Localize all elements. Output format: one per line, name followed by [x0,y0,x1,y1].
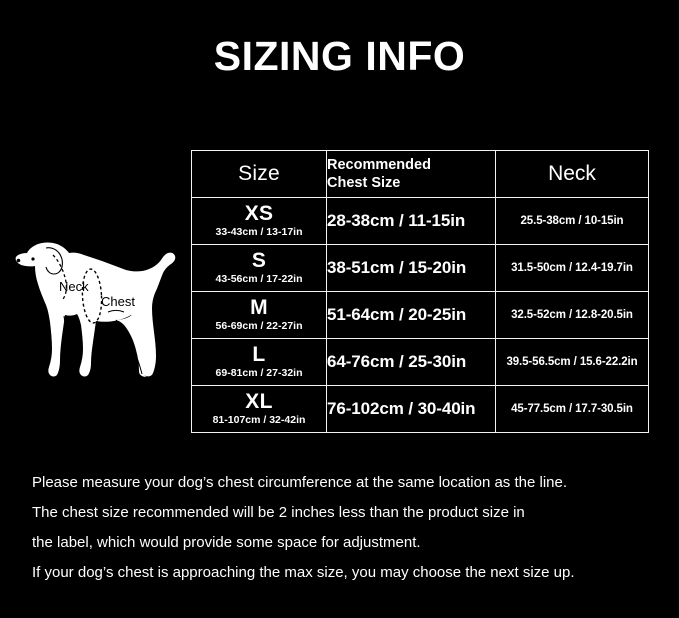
cell-size: XS 33-43cm / 13-17in [191,197,327,245]
table-row: XL 81-107cm / 32-42in 76-102cm / 30-40in… [191,385,649,433]
size-sub: 69-81cm / 27-32in [215,366,303,379]
cell-neck: 31.5-50cm / 12.4-19.7in [495,244,649,292]
table-row: M 56-69cm / 22-27in 51-64cm / 20-25in 32… [191,291,649,339]
sizing-table: Size Recommended Chest Size Neck XS 33-4… [191,150,649,433]
size-sub: 43-56cm / 17-22in [215,272,303,285]
size-label: XS [244,201,274,225]
note-line: Please measure your dog’s chest circumfe… [32,474,568,491]
table-row: XS 33-43cm / 13-17in 28-38cm / 11-15in 2… [191,197,649,245]
cell-chest: 51-64cm / 20-25in [326,291,496,339]
dog-illustration: Neck Chest [12,228,192,408]
column-header-chest: Recommended Chest Size [326,150,496,198]
footer-notes: Please measure your dog’s chest circumfe… [32,468,652,588]
dog-foreleg-line [63,315,68,374]
column-header-size: Size [191,150,327,198]
cell-neck: 39.5-56.5cm / 15.6-22.2in [495,338,649,386]
cell-neck: 25.5-38cm / 10-15in [495,197,649,245]
dog-haunch-line [107,310,125,313]
table-row: L 69-81cm / 27-32in 64-76cm / 25-30in 39… [191,338,649,386]
neck-label: Neck [59,279,89,294]
column-header-chest-line1: Recommended [327,156,431,173]
size-label: M [250,295,268,319]
neck-measure-line [52,254,68,300]
cell-size: XL 81-107cm / 32-42in [191,385,327,433]
table-header-row: Size Recommended Chest Size Neck [191,150,649,198]
size-label: S [251,248,267,272]
cell-neck: 32.5-52cm / 12.8-20.5in [495,291,649,339]
table-row: S 43-56cm / 17-22in 38-51cm / 15-20in 31… [191,244,649,292]
page-title: SIZING INFO [213,33,466,79]
dog-nose [16,258,21,263]
size-sub: 33-43cm / 13-17in [215,225,303,238]
dog-hindleg-line [115,319,143,375]
note-line: the label, which would provide some spac… [32,534,421,551]
column-header-neck: Neck [495,150,649,198]
cell-chest: 28-38cm / 11-15in [326,197,496,245]
dog-eye [31,257,35,261]
note-line: The chest size recommended will be 2 inc… [32,504,525,521]
size-sub: 56-69cm / 22-27in [215,319,303,332]
cell-size: M 56-69cm / 22-27in [191,291,327,339]
note-line: If your dog’s chest is approaching the m… [32,564,575,581]
size-sub: 81-107cm / 32-42in [212,413,306,426]
cell-size: L 69-81cm / 27-32in [191,338,327,386]
column-header-chest-line2: Chest Size [327,175,401,191]
cell-size: S 43-56cm / 17-22in [191,244,327,292]
size-label: XL [245,389,273,413]
dog-body-shape [15,242,176,377]
cell-chest: 76-102cm / 30-40in [326,385,496,433]
size-label: L [252,342,266,366]
cell-neck: 45-77.5cm / 17.7-30.5in [495,385,649,433]
cell-chest: 64-76cm / 25-30in [326,338,496,386]
chest-measure-line [81,268,103,324]
dog-ear-outline [45,247,63,275]
chest-label: Chest [101,294,135,309]
cell-chest: 38-51cm / 15-20in [326,244,496,292]
